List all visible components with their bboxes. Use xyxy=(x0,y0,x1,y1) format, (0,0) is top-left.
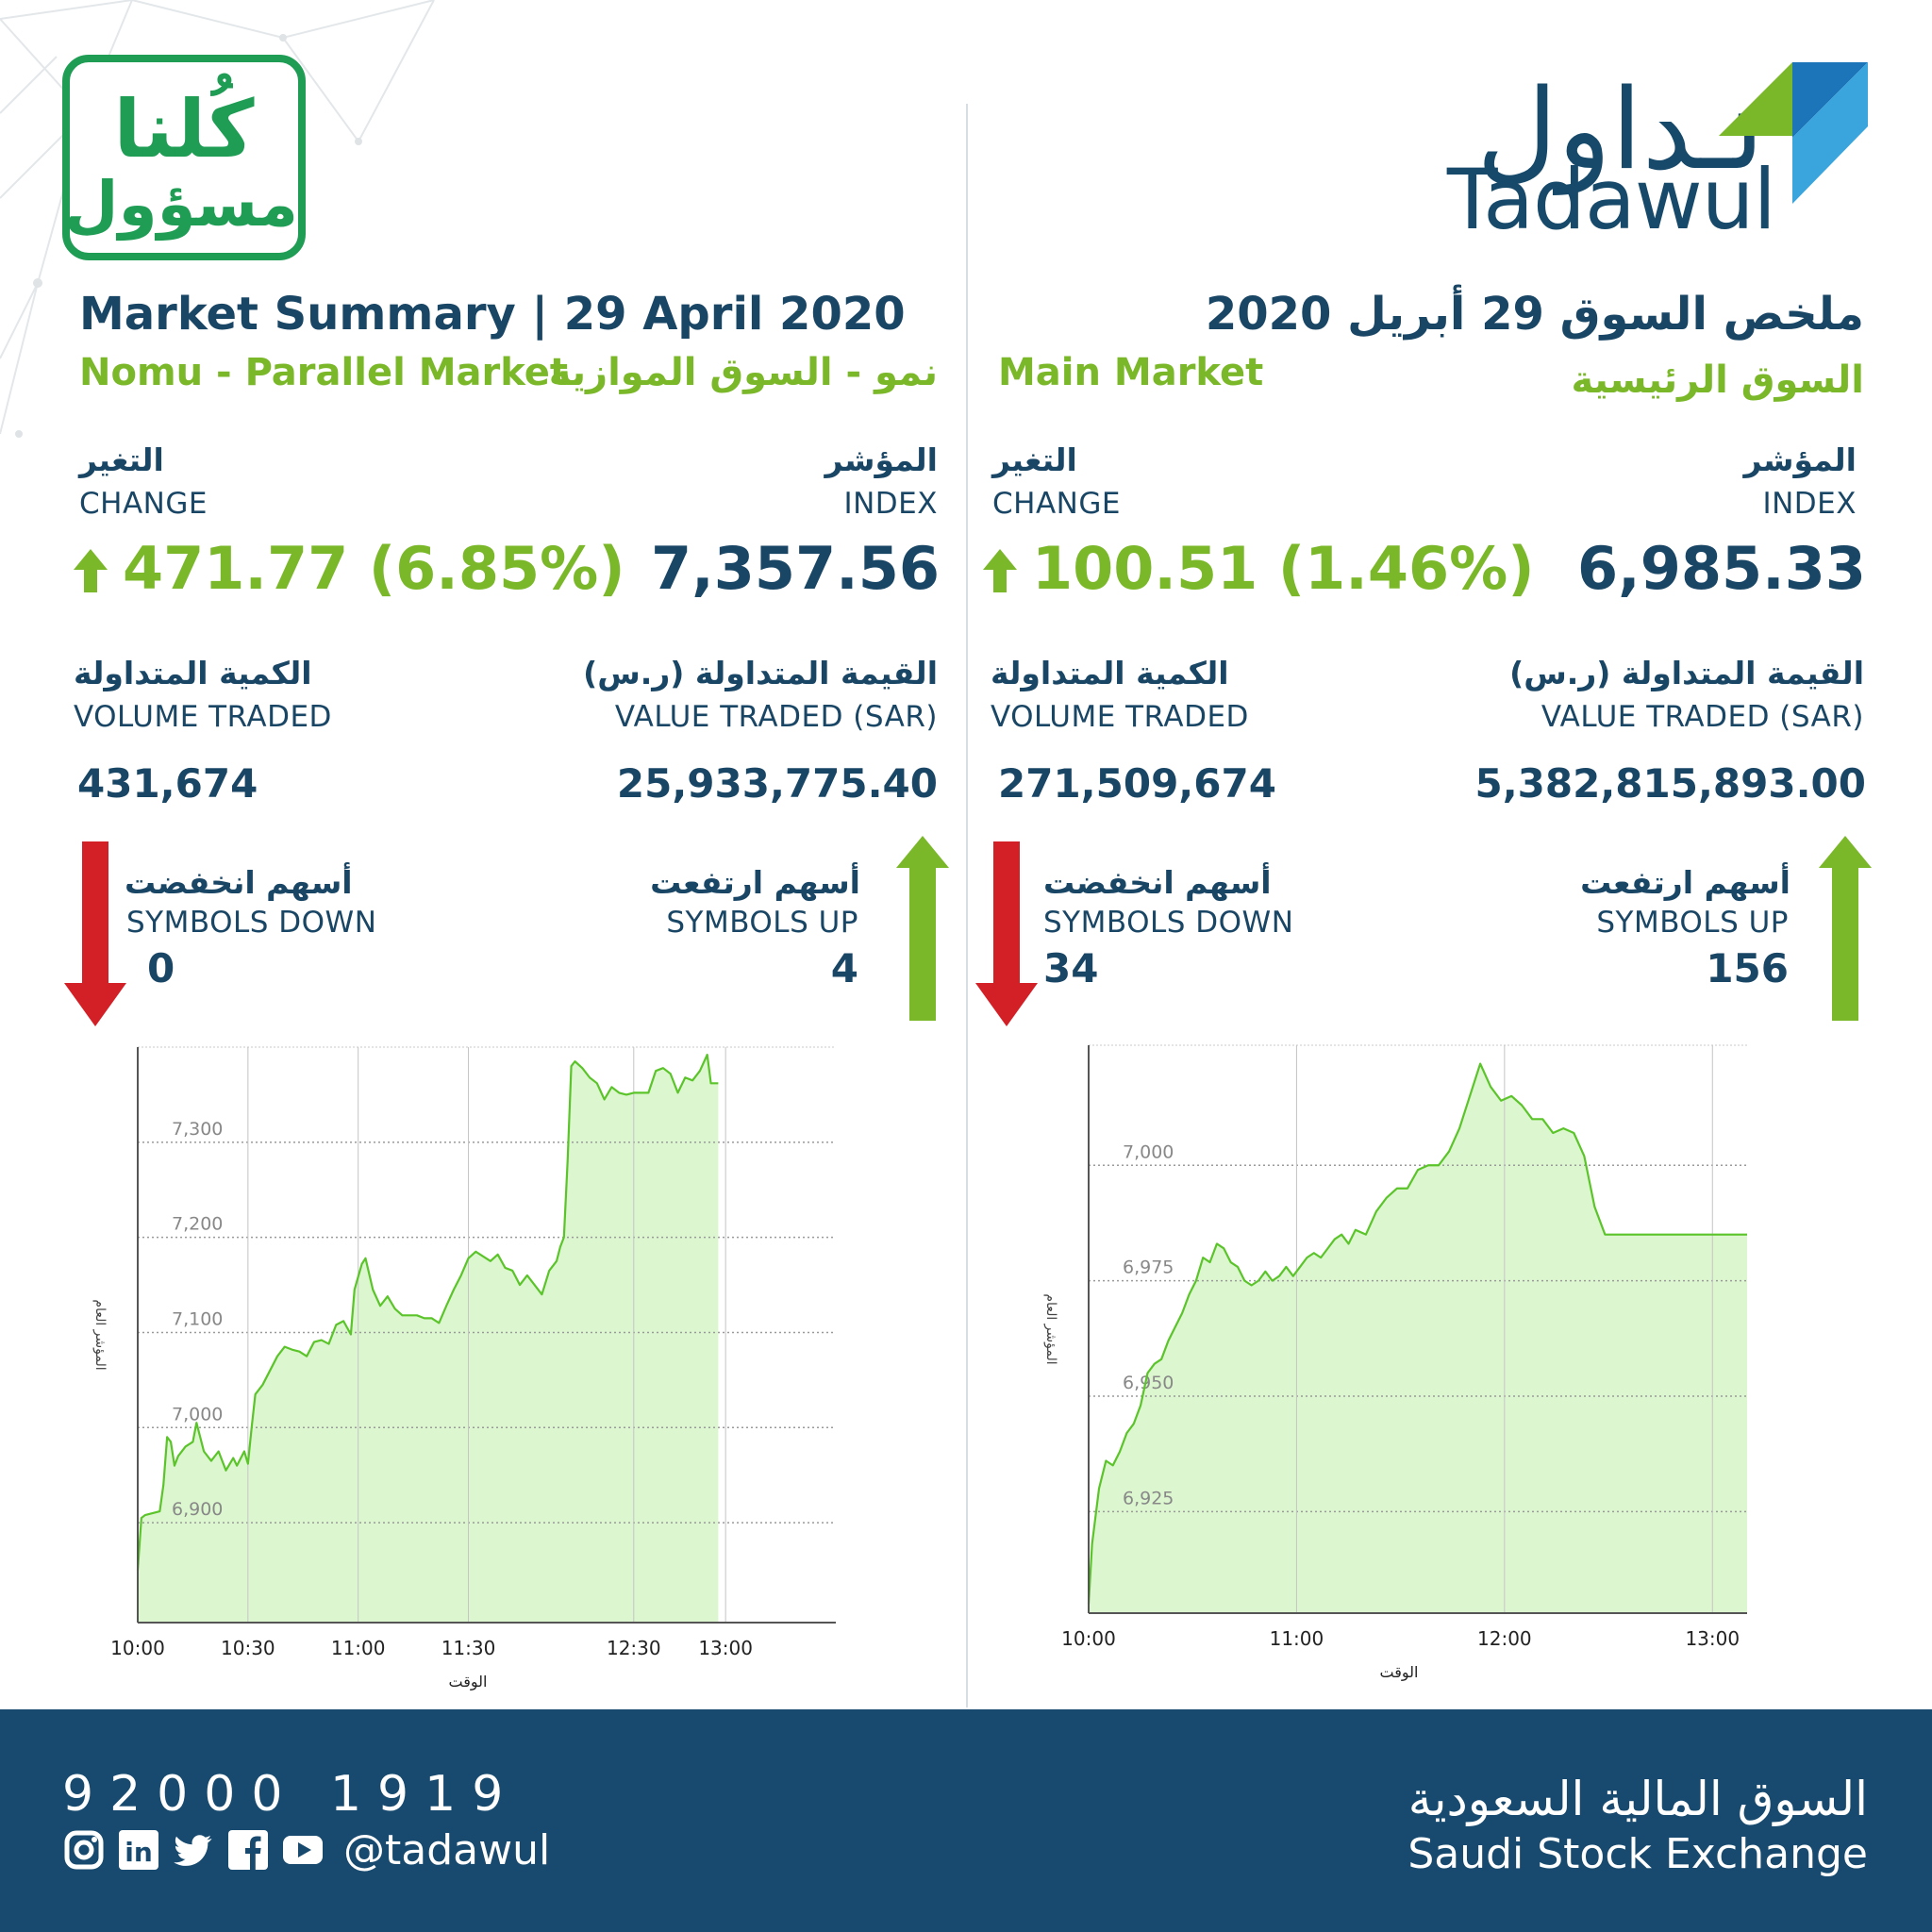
twitter-icon[interactable] xyxy=(172,1828,215,1872)
main-volume-label-en: VOLUME TRADED xyxy=(991,700,1249,734)
nomu-symbols-up-arrow-icon xyxy=(896,836,949,1021)
nomu-index-label-en: INDEX xyxy=(843,487,938,521)
nomu-change-label-en: CHANGE xyxy=(79,487,208,521)
nomu-intraday-chart: 6,900 7,000 7,100 7,200 7,300 10:00 10:30 11:00… xyxy=(92,1046,836,1691)
linkedin-icon[interactable]: in xyxy=(117,1828,160,1872)
social-handle[interactable]: @tadawul xyxy=(343,1825,551,1874)
nomu-volume-label-ar: الكمية المتداولة xyxy=(74,655,312,691)
nomu-index-label-ar: المؤشر xyxy=(824,441,939,478)
main-chart-area-fill xyxy=(1089,1063,1747,1613)
main-title: ملخص السوق 29 أبريل 2020 xyxy=(1205,288,1864,341)
nomu-value-traded: 25,933,775.40 xyxy=(616,760,938,807)
nomu-symbols-down-label-en: SYMBOLS DOWN xyxy=(126,906,377,940)
nomu-volume-label-en: VOLUME TRADED xyxy=(74,700,332,734)
nomu-chart-x-tick-label: 10:00 xyxy=(110,1637,165,1659)
main-chart-y-tick-label: 7,000 xyxy=(1123,1141,1174,1162)
main-symbols-up-arrow-icon xyxy=(1819,836,1872,1021)
nomu-chart-x-axis-title: الوقت xyxy=(449,1673,488,1691)
main-subtitle-en: Main Market xyxy=(998,351,1264,394)
main-chart-y-axis-title: المؤشر العام xyxy=(1043,1293,1058,1364)
nomu-symbols-down-label-ar: أسهم انخفضت xyxy=(125,864,353,901)
exchange-name-ar: السوق المالية السعودية xyxy=(1407,1772,1868,1826)
main-chart-x-tick-label: 11:00 xyxy=(1270,1627,1324,1650)
nomu-symbols-up-value: 4 xyxy=(830,945,858,991)
nomu-symbols-up-label-en: SYMBOLS UP xyxy=(666,906,858,940)
main-symbols-down-label-en: SYMBOLS DOWN xyxy=(1043,906,1294,940)
column-divider xyxy=(966,104,968,1707)
nomu-chart-y-axis-title: المؤشر العام xyxy=(92,1299,108,1370)
nomu-symbols-down-value: 0 xyxy=(147,945,175,991)
main-symbols-down-arrow-icon xyxy=(975,841,1038,1026)
nomu-volume-traded: 431,674 xyxy=(77,760,258,807)
main-chart-x-axis-title: الوقت xyxy=(1380,1663,1419,1682)
main-chart-series-line xyxy=(1087,1062,1747,1605)
nomu-chart-y-tick-label: 7,000 xyxy=(172,1404,223,1424)
nomu-chart-y-tick-label: 7,100 xyxy=(172,1308,223,1329)
main-chart-y-tick-label: 6,975 xyxy=(1123,1257,1174,1278)
main-index-value: 6,985.33 xyxy=(1577,534,1866,603)
nomu-title: Market Summary | 29 April 2020 xyxy=(79,288,906,341)
nomu-change-up-arrow-icon xyxy=(74,549,108,592)
nomu-change-value: 471.77 (6.85%) xyxy=(123,534,625,603)
nomu-chart-x-tick-label: 11:30 xyxy=(441,1637,496,1659)
main-chart-x-tick-label: 12:00 xyxy=(1477,1627,1532,1650)
nomu-chart-series-line xyxy=(136,1053,719,1571)
nomu-value-label-en: VALUE TRADED (SAR) xyxy=(614,700,938,734)
footer-bar xyxy=(0,1709,1932,1932)
exchange-name-en: Saudi Stock Exchange xyxy=(1407,1830,1868,1878)
main-value-label-ar: القيمة المتداولة (ر.س) xyxy=(1509,655,1864,691)
main-volume-traded: 271,509,674 xyxy=(998,760,1276,807)
nomu-symbols-up-label-ar: أسهم ارتفعت xyxy=(650,864,860,901)
tadawul-logo-english: Tadawul xyxy=(1446,151,1776,248)
main-index-label-ar: المؤشر xyxy=(1743,441,1857,478)
main-chart-y-tick-label: 6,925 xyxy=(1123,1488,1174,1508)
campaign-line-1: كُلنا xyxy=(113,83,255,175)
nomu-subtitle-en: Nomu - Parallel Market xyxy=(79,351,569,394)
main-intraday-chart: 6,925 6,950 6,975 7,000 10:00 11:00 12:00 13:00… xyxy=(1043,1044,1747,1682)
campaign-logo: كُلنا مسؤول xyxy=(62,55,306,260)
main-symbols-up-label-ar: أسهم ارتفعت xyxy=(1580,864,1790,901)
main-symbols-down-value: 34 xyxy=(1043,945,1099,991)
nomu-symbols-down-arrow-icon xyxy=(64,841,126,1026)
main-subtitle-ar: السوق الرئيسية xyxy=(1571,358,1864,402)
nomu-value-label-ar: القيمة المتداولة (ر.س) xyxy=(583,655,938,691)
nomu-chart-x-tick-label: 13:00 xyxy=(698,1637,753,1659)
campaign-line-2: مسؤول xyxy=(64,168,298,241)
main-symbols-up-value: 156 xyxy=(1706,945,1789,991)
nomu-chart-x-tick-label: 11:00 xyxy=(331,1637,386,1659)
nomu-chart-y-tick-label: 6,900 xyxy=(172,1499,223,1520)
main-chart-x-tick-label: 13:00 xyxy=(1685,1627,1740,1650)
tadawul-logo-mark-icon xyxy=(1719,62,1868,204)
facebook-icon[interactable] xyxy=(226,1828,270,1872)
nomu-chart-y-tick-label: 7,200 xyxy=(172,1214,223,1235)
nomu-subtitle-ar: نمو - السوق الموازية xyxy=(548,351,938,394)
nomu-chart-x-tick-label: 12:30 xyxy=(607,1637,661,1659)
main-symbols-down-label-ar: أسهم انخفضت xyxy=(1043,864,1272,901)
tadawul-logo-arabic: تـداول xyxy=(1476,64,1764,194)
main-index-label-en: INDEX xyxy=(1762,487,1857,521)
nomu-change-label-ar: التغير xyxy=(79,441,164,478)
footer-phone: 92000 1919 xyxy=(62,1766,520,1823)
social-links: in @tadawul xyxy=(62,1826,550,1874)
main-change-value: 100.51 (1.46%) xyxy=(1032,534,1535,603)
svg-text:in: in xyxy=(125,1837,153,1868)
main-value-traded: 5,382,815,893.00 xyxy=(1474,760,1866,807)
nomu-index-value: 7,357.56 xyxy=(651,534,940,603)
instagram-icon[interactable] xyxy=(62,1828,106,1872)
youtube-icon[interactable] xyxy=(281,1828,325,1872)
nomu-chart-area-fill xyxy=(138,1055,719,1623)
main-symbols-up-label-en: SYMBOLS UP xyxy=(1596,906,1789,940)
main-change-label-en: CHANGE xyxy=(992,487,1121,521)
main-value-label-en: VALUE TRADED (SAR) xyxy=(1541,700,1864,734)
main-chart-x-tick-label: 10:00 xyxy=(1061,1627,1116,1650)
main-chart-y-tick-label: 6,950 xyxy=(1123,1373,1174,1393)
nomu-chart-y-tick-label: 7,300 xyxy=(172,1119,223,1140)
nomu-chart-x-tick-label: 10:30 xyxy=(221,1637,275,1659)
main-volume-label-ar: الكمية المتداولة xyxy=(991,655,1229,691)
main-change-label-ar: التغير xyxy=(992,441,1077,478)
main-change-up-arrow-icon xyxy=(983,549,1017,592)
